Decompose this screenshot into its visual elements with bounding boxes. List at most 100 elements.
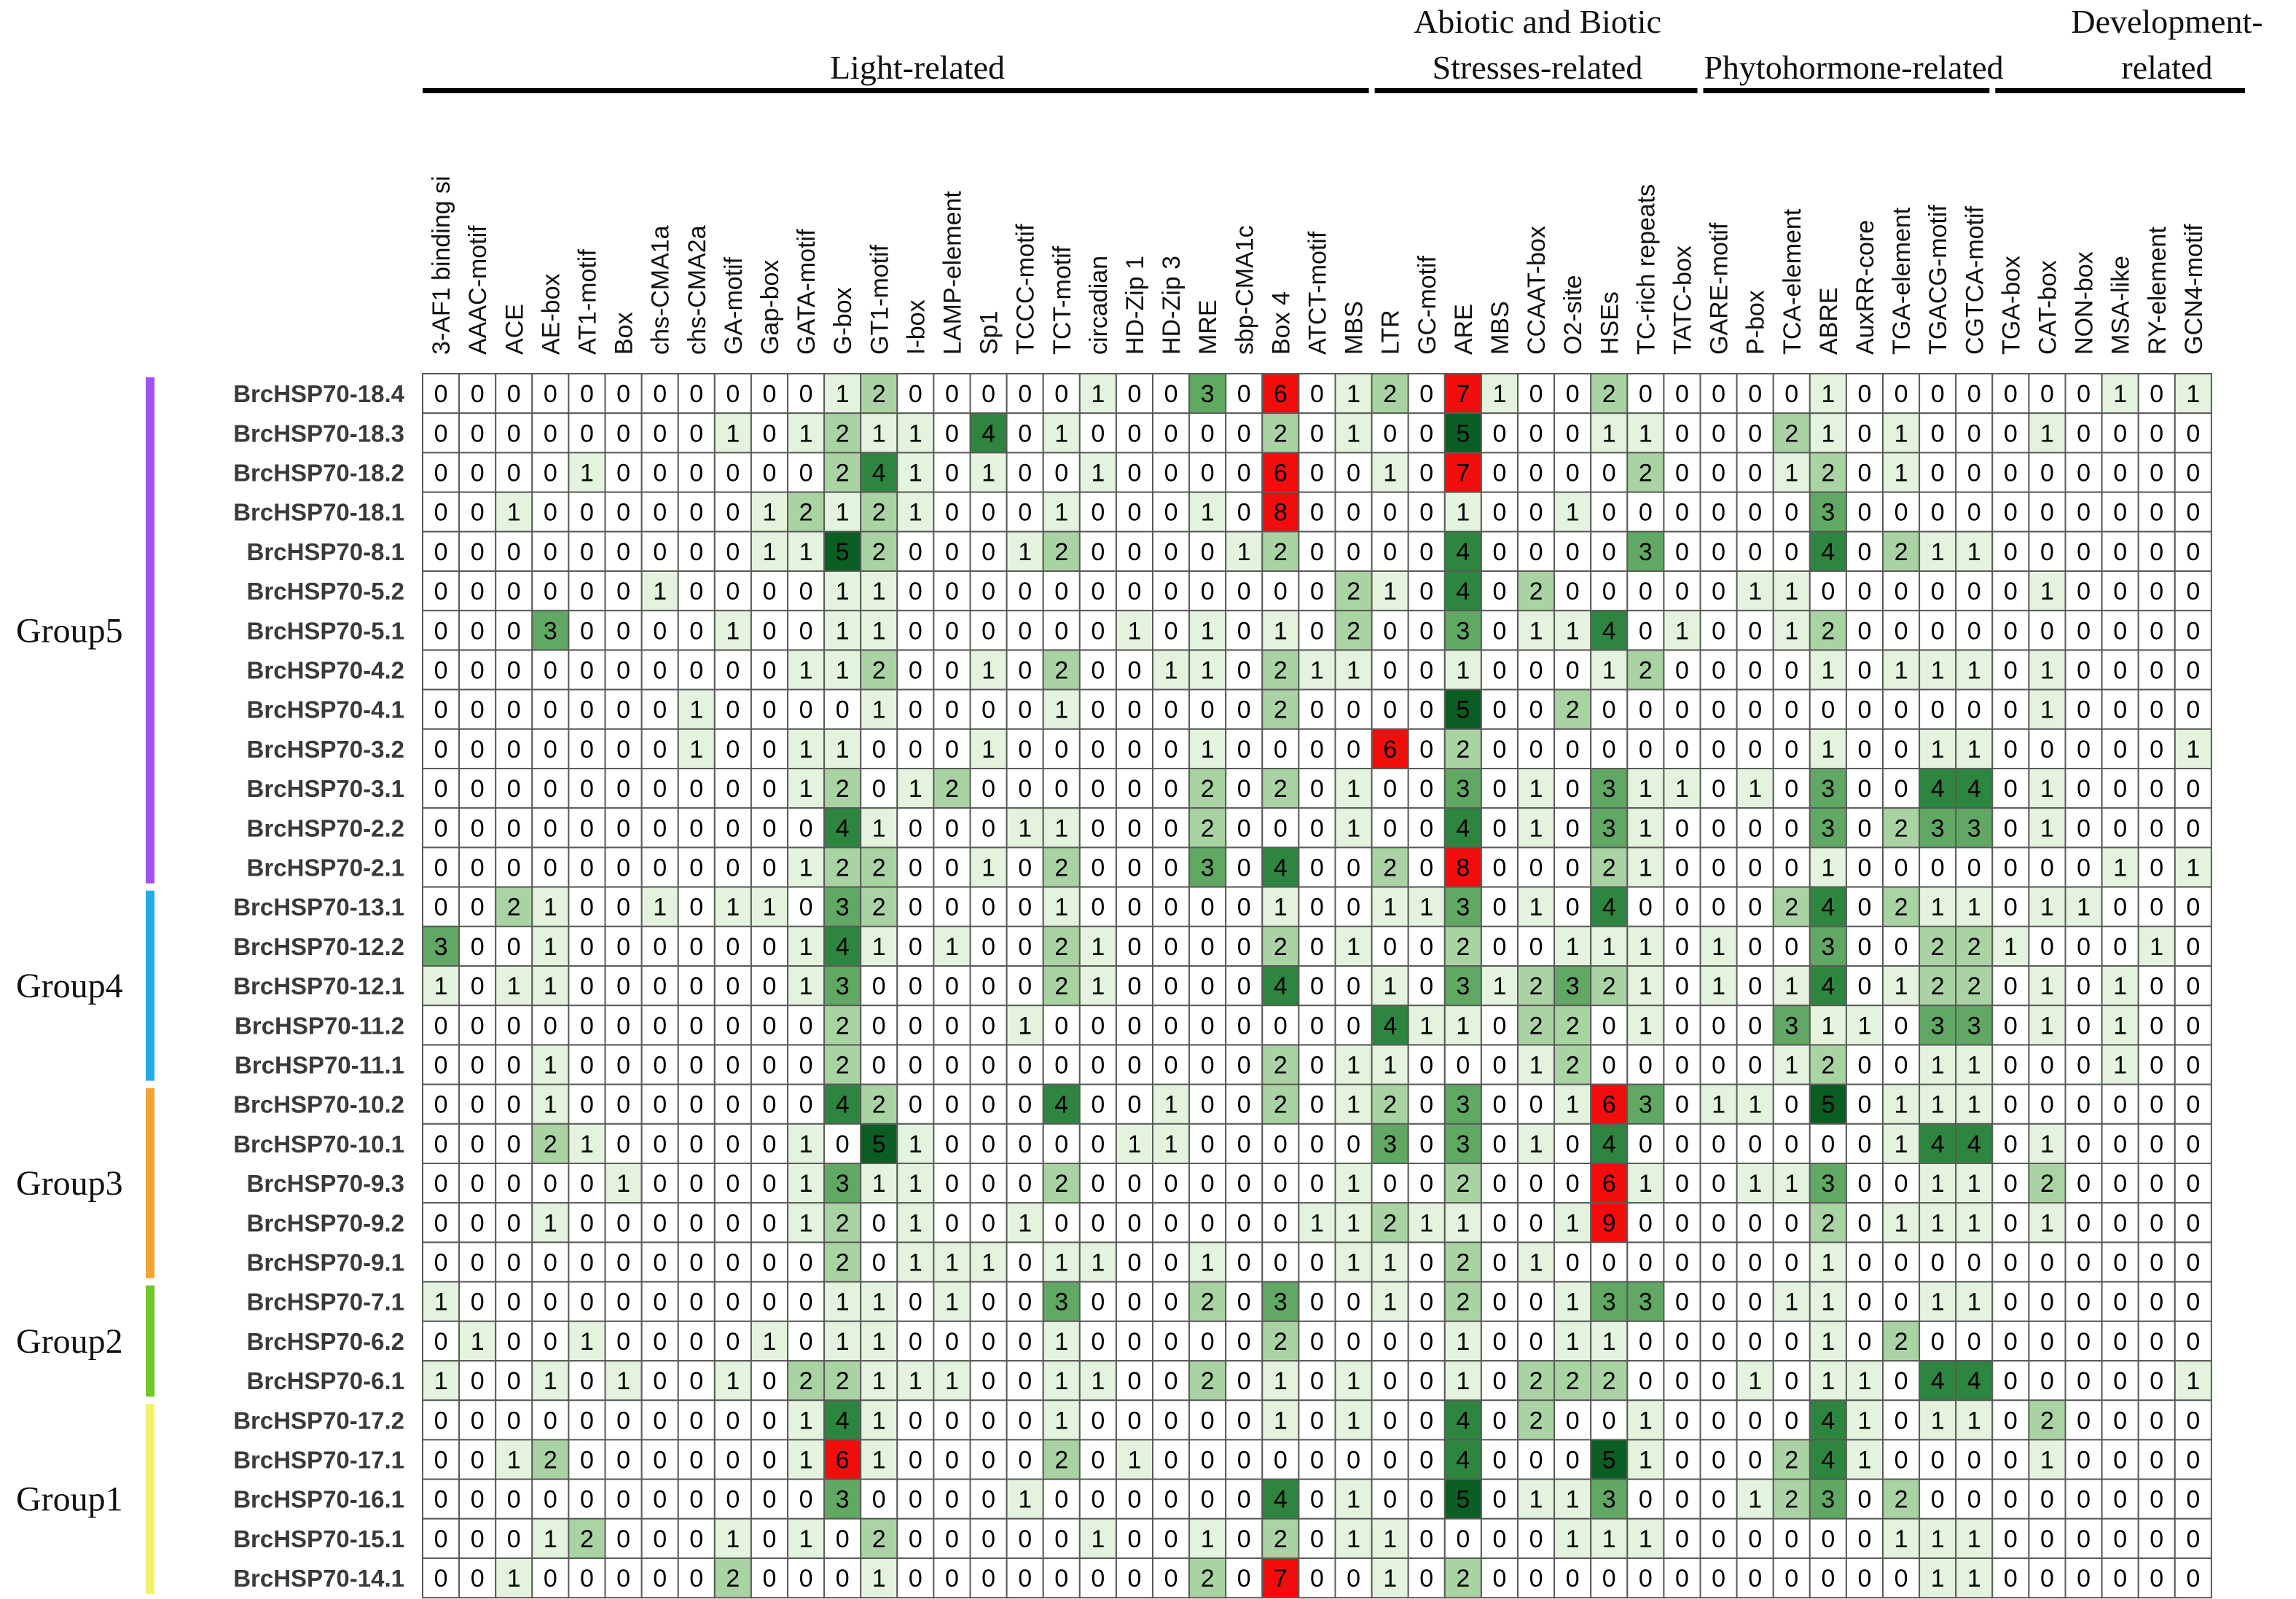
cell-value: 1: [872, 1447, 886, 1474]
cell-value: 0: [653, 775, 667, 803]
cell-value: 0: [1091, 696, 1105, 724]
cell-value: 0: [689, 1565, 703, 1592]
cell-value: 0: [1602, 578, 1616, 605]
heatmap-cell: [1663, 491, 1701, 533]
cell-value: 0: [1748, 1209, 1762, 1237]
cell-value: 3: [1566, 973, 1580, 1000]
cell-value: 0: [1201, 1209, 1215, 1237]
heatmap-cell: [531, 452, 570, 493]
cell-value: 0: [689, 460, 703, 487]
cell-value: 0: [471, 894, 485, 922]
cell-value: 1: [1895, 1091, 1908, 1119]
cell-value: 0: [1675, 894, 1689, 922]
cell-value: 2: [836, 1052, 850, 1080]
heatmap-cell: [750, 452, 789, 493]
heatmap-cell: [1809, 610, 1847, 651]
row-label: BrcHSP70-10.1: [233, 1131, 404, 1158]
cell-value: 1: [836, 578, 850, 605]
cell-value: 5: [1602, 1447, 1616, 1474]
cell-value: 1: [799, 1525, 813, 1553]
cell-value: 1: [1347, 1091, 1360, 1119]
cell-value: 1: [945, 1249, 959, 1277]
cell-value: 0: [872, 1012, 886, 1040]
cell-value: 0: [982, 1565, 995, 1592]
column-label: GARE-motif: [1706, 222, 1733, 355]
cell-value: 1: [1274, 617, 1288, 645]
cell-value: 1: [2040, 814, 2054, 842]
cell-value: 0: [1164, 499, 1178, 527]
cell-value: 0: [1857, 1052, 1871, 1080]
heatmap-cell: [677, 491, 716, 533]
cell-value: 0: [1347, 894, 1360, 922]
cell-value: 0: [616, 1131, 630, 1158]
cell-value: 0: [1639, 578, 1653, 605]
cell-value: 0: [872, 775, 886, 803]
cell-value: 0: [2186, 1486, 2200, 1514]
cell-value: 0: [1712, 380, 1725, 408]
cell-value: 0: [471, 578, 485, 605]
cell-value: 0: [1419, 1407, 1433, 1434]
cell-value: 0: [1529, 854, 1543, 882]
cell-value: 0: [982, 894, 995, 922]
cell-value: 0: [1091, 1131, 1105, 1158]
cell-value: 2: [544, 1447, 557, 1474]
cell-value: 0: [726, 1052, 740, 1080]
heatmap-cell: [860, 570, 898, 612]
cell-value: 0: [1639, 1328, 1653, 1356]
cell-value: 0: [1712, 499, 1725, 527]
cell-value: 1: [762, 499, 776, 527]
row-label: BrcHSP70-9.2: [247, 1209, 404, 1236]
cell-value: 0: [1310, 1328, 1324, 1356]
cell-value: 0: [2113, 894, 2127, 922]
cell-value: 4: [836, 1091, 850, 1119]
cell-value: 0: [616, 854, 630, 882]
cell-value: 3: [1456, 1131, 1470, 1158]
cell-value: 0: [909, 814, 922, 842]
cell-value: 0: [1857, 1565, 1871, 1592]
cell-value: 0: [580, 814, 594, 842]
cell-value: 0: [471, 380, 485, 408]
cell-value: 0: [507, 538, 521, 566]
cell-value: 2: [1201, 1289, 1215, 1316]
cell-value: 0: [580, 1289, 594, 1316]
cell-value: 0: [2186, 1447, 2200, 1474]
cell-value: 0: [1748, 538, 1762, 566]
cell-value: 0: [653, 1091, 667, 1119]
cell-value: 0: [434, 1249, 448, 1277]
heatmap-cell: [1809, 412, 1847, 454]
cell-value: 0: [1675, 1289, 1689, 1316]
cell-value: 0: [2150, 814, 2163, 842]
cell-value: 0: [1237, 380, 1251, 408]
heatmap-cell: [568, 570, 606, 612]
cell-value: 0: [580, 578, 594, 605]
cell-value: 0: [1712, 1525, 1725, 1553]
cell-value: 0: [726, 854, 740, 882]
cell-value: 0: [1529, 1289, 1543, 1316]
heatmap-cell: [1042, 649, 1081, 691]
cell-value: 0: [580, 1052, 594, 1080]
cell-value: 0: [762, 617, 776, 645]
cell-value: 0: [1895, 1170, 1908, 1198]
cell-value: 1: [1857, 1447, 1871, 1474]
cell-value: 1: [1784, 1052, 1798, 1080]
cell-value: 2: [1274, 775, 1288, 803]
cell-value: 0: [1201, 1131, 1215, 1158]
cell-value: 0: [762, 1525, 776, 1553]
cell-value: 0: [544, 1012, 557, 1040]
cell-value: 0: [945, 1131, 959, 1158]
heatmap-cell: [604, 570, 643, 612]
cell-value: 0: [507, 736, 521, 763]
cell-value: 1: [1748, 1170, 1762, 1198]
cell-value: 0: [1127, 1407, 1141, 1434]
cell-value: 4: [982, 420, 995, 447]
cell-value: 1: [872, 1565, 886, 1592]
cell-value: 0: [2186, 933, 2200, 961]
cell-value: 0: [1931, 1328, 1945, 1356]
cell-value: 0: [982, 696, 995, 724]
cell-value: 0: [1310, 1289, 1324, 1316]
cell-value: 0: [1675, 696, 1689, 724]
cell-value: 0: [1091, 1565, 1105, 1592]
cell-value: 0: [1675, 1367, 1689, 1395]
cell-value: 1: [1931, 1091, 1945, 1119]
cell-value: 0: [2004, 1328, 2018, 1356]
